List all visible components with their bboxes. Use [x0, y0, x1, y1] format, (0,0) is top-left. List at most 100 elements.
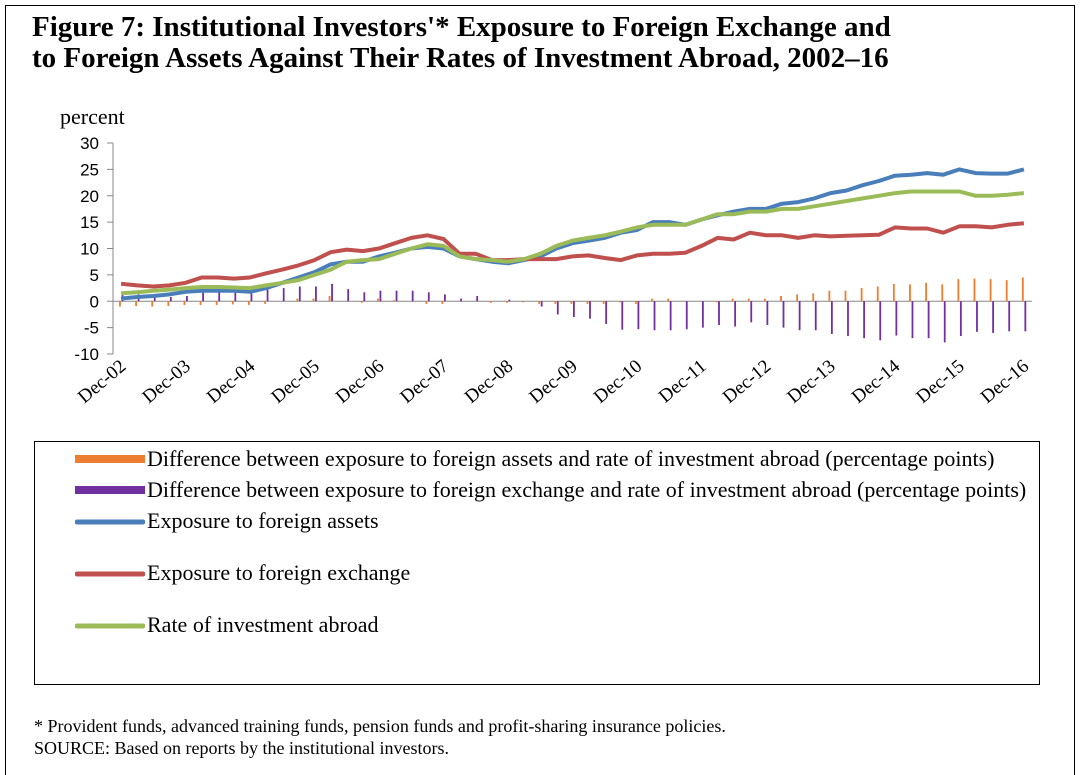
bar: [1024, 301, 1027, 332]
legend-label: Difference between exposure to foreign e…: [147, 477, 1027, 502]
bar: [669, 301, 672, 331]
line-series: [120, 167, 1025, 301]
bar: [363, 292, 366, 302]
bar: [780, 295, 782, 302]
bar: [186, 295, 188, 302]
bar: [395, 290, 398, 302]
bar: [296, 298, 299, 302]
bar: [651, 298, 653, 302]
x-tick-label: Dec-10: [590, 356, 646, 408]
bar: [393, 300, 395, 302]
y-tick-label: 20: [80, 187, 99, 206]
legend-swatch: [75, 571, 145, 577]
legend-entry: Difference between exposure to foreign a…: [75, 448, 1039, 470]
bar: [667, 298, 670, 302]
bar: [167, 301, 170, 306]
bar: [976, 301, 978, 332]
bar: [460, 298, 462, 302]
legend-entry: Difference between exposure to foreign e…: [75, 479, 1039, 501]
bar: [763, 298, 766, 302]
x-tick-label: Dec-09: [525, 356, 581, 408]
footnote: * Provident funds, advanced training fun…: [34, 716, 726, 736]
bar: [634, 301, 637, 304]
bar: [747, 298, 750, 302]
source: SOURCE: Based on reports by the institut…: [34, 738, 449, 758]
bar: [250, 290, 253, 302]
bar: [957, 279, 960, 302]
frame: [5, 5, 1075, 775]
bar: [701, 301, 704, 328]
x-tick-label: Dec-03: [138, 356, 194, 408]
bar: [298, 286, 301, 302]
bar: [796, 294, 799, 302]
bar: [441, 301, 444, 304]
legend-label: Exposure to foreign exchange: [147, 560, 411, 585]
title-line: Figure 7: Institutional Investors'* Expo…: [32, 11, 891, 43]
line-series: [120, 221, 1025, 289]
x-tick-label: Dec-13: [783, 356, 839, 408]
bar: [538, 301, 541, 304]
bar: [715, 301, 718, 303]
y-tick-label: 15: [80, 213, 99, 232]
bar: [169, 297, 172, 302]
legend-swatch: [75, 519, 145, 525]
legend-swatch: [75, 623, 145, 629]
bar: [360, 301, 363, 303]
bar: [718, 301, 720, 325]
bar: [782, 301, 785, 328]
bar: [860, 288, 863, 302]
bar: [540, 301, 543, 307]
bar: [411, 290, 414, 302]
swatch-bar: [75, 455, 145, 463]
x-tick-label: Dec-12: [719, 356, 775, 408]
bar: [618, 301, 621, 303]
legend-entry: Exposure to foreign assets: [75, 510, 1039, 532]
title-line: to Foreign Assets Against Their Rates of…: [32, 42, 889, 74]
x-tick-label: Dec-07: [396, 356, 452, 408]
legend-swatch: [75, 455, 145, 463]
bar: [973, 278, 976, 302]
bar: [943, 301, 946, 343]
bar: [135, 301, 137, 306]
bar: [282, 288, 285, 302]
bar: [218, 291, 221, 302]
bar: [427, 292, 430, 302]
bar: [589, 301, 591, 319]
bar: [959, 301, 962, 337]
bar: [199, 301, 202, 305]
bar: [844, 290, 847, 302]
chart-title: Figure 7: Institutional Investors'* Expo…: [32, 12, 891, 74]
bar: [377, 298, 379, 302]
bar: [425, 301, 428, 304]
legend-label: Rate of investment abroad: [147, 612, 379, 637]
x-tick-label: Dec-08: [461, 356, 517, 408]
bar: [183, 301, 186, 305]
bar: [312, 298, 315, 302]
y-tick-label: 10: [80, 240, 99, 259]
legend-label: Difference between exposure to foreign a…: [147, 446, 995, 471]
bar: [231, 301, 234, 305]
legend-entry: Exposure to foreign exchange: [75, 562, 1039, 584]
bar: [234, 292, 237, 302]
bar: [264, 301, 266, 304]
y-tick-label: 5: [90, 266, 99, 285]
bar: [1005, 280, 1008, 302]
x-tick-label: Dec-11: [655, 356, 711, 408]
bar: [731, 298, 734, 302]
bar: [379, 290, 382, 302]
bar: [570, 301, 573, 304]
bar: [653, 301, 656, 331]
bar: [1021, 277, 1024, 302]
bar: [266, 289, 269, 302]
bar: [847, 301, 849, 337]
x-tick-label: Dec-15: [912, 356, 968, 408]
legend-entry: Rate of investment abroad: [75, 614, 1039, 636]
bar: [476, 295, 479, 302]
bar: [766, 301, 769, 325]
bar: [215, 301, 218, 305]
bar: [909, 284, 911, 302]
bar: [315, 286, 317, 302]
x-tick-label: Dec-05: [267, 356, 323, 408]
legend-swatch: [75, 486, 145, 494]
